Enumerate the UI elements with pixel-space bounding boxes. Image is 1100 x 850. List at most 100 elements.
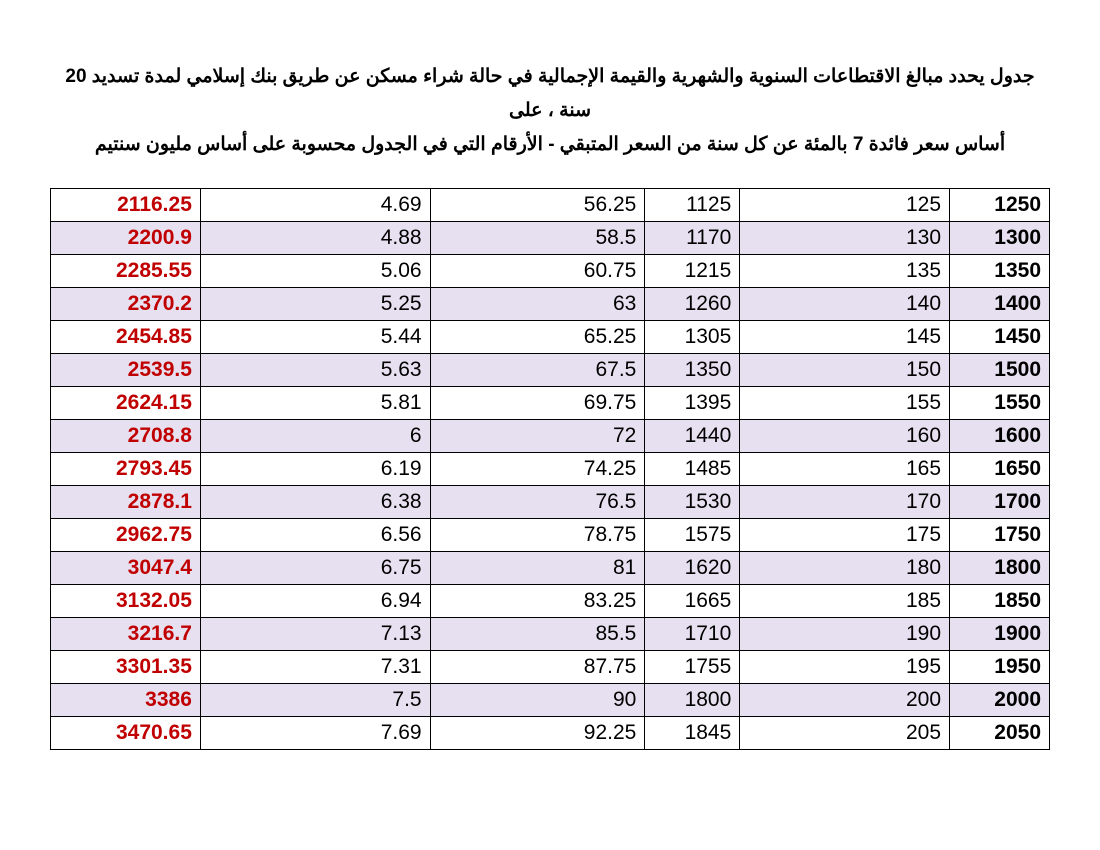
table-row: 2793.456.1974.2514851651650 — [51, 452, 1050, 485]
table-row: 2878.16.3876.515301701700 — [51, 485, 1050, 518]
cell-total: 2454.85 — [51, 320, 201, 353]
table-row: 2624.155.8169.7513951551550 — [51, 386, 1050, 419]
table-row: 2454.855.4465.2513051451450 — [51, 320, 1050, 353]
title-line-2: أساس سعر فائدة 7 بالمئة عن كل سنة من الس… — [50, 128, 1050, 162]
cell-total: 2962.75 — [51, 518, 201, 551]
cell-remain: 1665 — [645, 584, 740, 617]
cell-annual: 81 — [430, 551, 645, 584]
cell-monthly: 7.31 — [200, 650, 430, 683]
cell-down: 190 — [740, 617, 950, 650]
cell-remain: 1530 — [645, 485, 740, 518]
cell-total: 2793.45 — [51, 452, 201, 485]
cell-remain: 1440 — [645, 419, 740, 452]
cell-down: 135 — [740, 254, 950, 287]
cell-annual: 78.75 — [430, 518, 645, 551]
cell-price: 1400 — [950, 287, 1050, 320]
cell-price: 1900 — [950, 617, 1050, 650]
cell-monthly: 4.69 — [200, 188, 430, 221]
table-row: 2116.254.6956.2511251251250 — [51, 188, 1050, 221]
cell-price: 1550 — [950, 386, 1050, 419]
cell-total: 2370.2 — [51, 287, 201, 320]
table-row: 3216.77.1385.517101901900 — [51, 617, 1050, 650]
cell-remain: 1395 — [645, 386, 740, 419]
cell-down: 150 — [740, 353, 950, 386]
cell-total: 3132.05 — [51, 584, 201, 617]
cell-annual: 63 — [430, 287, 645, 320]
cell-remain: 1350 — [645, 353, 740, 386]
cell-remain: 1800 — [645, 683, 740, 716]
cell-remain: 1755 — [645, 650, 740, 683]
cell-annual: 74.25 — [430, 452, 645, 485]
cell-price: 1800 — [950, 551, 1050, 584]
table-row: 3132.056.9483.2516651851850 — [51, 584, 1050, 617]
cell-remain: 1575 — [645, 518, 740, 551]
table-row: 3470.657.6992.2518452052050 — [51, 716, 1050, 749]
cell-monthly: 6 — [200, 419, 430, 452]
table-row: 2285.555.0660.7512151351350 — [51, 254, 1050, 287]
cell-down: 145 — [740, 320, 950, 353]
cell-monthly: 5.44 — [200, 320, 430, 353]
table-row: 33867.59018002002000 — [51, 683, 1050, 716]
cell-total: 2285.55 — [51, 254, 201, 287]
cell-down: 195 — [740, 650, 950, 683]
cell-annual: 85.5 — [430, 617, 645, 650]
cell-annual: 76.5 — [430, 485, 645, 518]
table-row: 2708.867214401601600 — [51, 419, 1050, 452]
cell-annual: 87.75 — [430, 650, 645, 683]
cell-price: 1450 — [950, 320, 1050, 353]
cell-total: 2116.25 — [51, 188, 201, 221]
cell-down: 200 — [740, 683, 950, 716]
cell-monthly: 7.13 — [200, 617, 430, 650]
cell-price: 1500 — [950, 353, 1050, 386]
cell-remain: 1170 — [645, 221, 740, 254]
cell-monthly: 7.69 — [200, 716, 430, 749]
cell-annual: 83.25 — [430, 584, 645, 617]
cell-total: 2878.1 — [51, 485, 201, 518]
cell-monthly: 6.19 — [200, 452, 430, 485]
title-line-1: جدول يحدد مبالغ الاقتطاعات السنوية والشه… — [50, 60, 1050, 128]
cell-total: 3301.35 — [51, 650, 201, 683]
cell-price: 1700 — [950, 485, 1050, 518]
cell-annual: 92.25 — [430, 716, 645, 749]
cell-remain: 1305 — [645, 320, 740, 353]
cell-monthly: 6.75 — [200, 551, 430, 584]
cell-annual: 72 — [430, 419, 645, 452]
cell-total: 2200.9 — [51, 221, 201, 254]
cell-monthly: 5.63 — [200, 353, 430, 386]
cell-monthly: 7.5 — [200, 683, 430, 716]
cell-total: 3216.7 — [51, 617, 201, 650]
cell-down: 205 — [740, 716, 950, 749]
cell-annual: 58.5 — [430, 221, 645, 254]
cell-down: 125 — [740, 188, 950, 221]
cell-price: 1950 — [950, 650, 1050, 683]
cell-price: 1850 — [950, 584, 1050, 617]
cell-remain: 1125 — [645, 188, 740, 221]
cell-annual: 65.25 — [430, 320, 645, 353]
cell-remain: 1215 — [645, 254, 740, 287]
cell-down: 130 — [740, 221, 950, 254]
cell-monthly: 4.88 — [200, 221, 430, 254]
cell-total: 3047.4 — [51, 551, 201, 584]
table-row: 3047.46.758116201801800 — [51, 551, 1050, 584]
cell-annual: 56.25 — [430, 188, 645, 221]
cell-annual: 60.75 — [430, 254, 645, 287]
cell-monthly: 6.56 — [200, 518, 430, 551]
cell-remain: 1845 — [645, 716, 740, 749]
cell-price: 2000 — [950, 683, 1050, 716]
cell-total: 2708.8 — [51, 419, 201, 452]
cell-price: 1650 — [950, 452, 1050, 485]
cell-annual: 69.75 — [430, 386, 645, 419]
cell-annual: 90 — [430, 683, 645, 716]
cell-price: 1750 — [950, 518, 1050, 551]
cell-monthly: 6.94 — [200, 584, 430, 617]
cell-down: 160 — [740, 419, 950, 452]
cell-remain: 1485 — [645, 452, 740, 485]
cell-down: 140 — [740, 287, 950, 320]
cell-total: 2624.15 — [51, 386, 201, 419]
table-row: 3301.357.3187.7517551951950 — [51, 650, 1050, 683]
document-title: جدول يحدد مبالغ الاقتطاعات السنوية والشه… — [50, 60, 1050, 163]
cell-down: 155 — [740, 386, 950, 419]
cell-monthly: 5.25 — [200, 287, 430, 320]
table-row: 2962.756.5678.7515751751750 — [51, 518, 1050, 551]
table-row: 2539.55.6367.513501501500 — [51, 353, 1050, 386]
